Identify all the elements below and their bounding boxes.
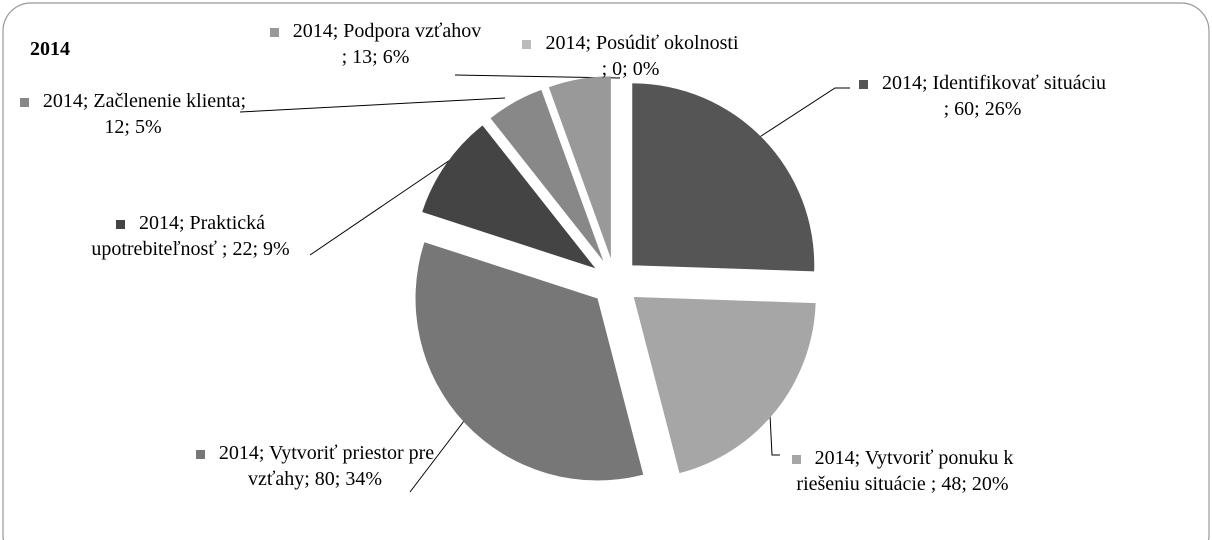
label-text: 2014; Vytvoriť ponuku k riešeniu situáci…	[796, 447, 1014, 495]
pie-slice	[490, 89, 604, 262]
legend-marker	[19, 97, 29, 107]
data-label: 2014; Praktická upotrebiteľnosť ; 22; 9%	[58, 210, 323, 262]
label-text: 2014; Začlenenie klienta; 12; 5%	[42, 90, 247, 138]
label-text: 2014; Identifikovať situáciu ; 60; 26%	[881, 72, 1107, 120]
label-text: 2014; Praktická upotrebiteľnosť ; 22; 9%	[91, 212, 290, 260]
pie-slice	[422, 125, 596, 269]
chart-title: 2014	[30, 38, 70, 60]
legend-marker	[522, 39, 532, 49]
pie-slice	[415, 242, 644, 481]
legend-marker	[791, 454, 801, 464]
legend-marker	[115, 219, 125, 229]
legend-marker	[195, 449, 205, 459]
legend-marker	[269, 27, 279, 37]
label-text: 2014; Posúdiť okolnosti ; 0; 0%	[545, 32, 739, 80]
data-label: 2014; Identifikovať situáciu ; 60; 26%	[855, 70, 1110, 122]
data-label: 2014; Začlenenie klienta; 12; 5%	[18, 88, 248, 140]
data-label: 2014; Podpora vzťahov ; 13; 6%	[268, 18, 483, 70]
data-label: 2014; Vytvoriť ponuku k riešeniu situáci…	[790, 445, 1015, 497]
pie-slice	[633, 296, 816, 474]
legend-marker	[858, 79, 868, 89]
label-text: 2014; Vytvoriť priestor pre vzťahy; 80; …	[218, 442, 435, 490]
leader-lines	[239, 74, 850, 493]
data-label: 2014; Posúdiť okolnosti ; 0; 0%	[518, 30, 743, 82]
data-label: 2014; Vytvoriť priestor pre vzťahy; 80; …	[185, 440, 445, 492]
pie-slice	[548, 76, 611, 259]
label-text: 2014; Podpora vzťahov ; 13; 6%	[292, 20, 482, 68]
pie-slice	[632, 83, 815, 272]
